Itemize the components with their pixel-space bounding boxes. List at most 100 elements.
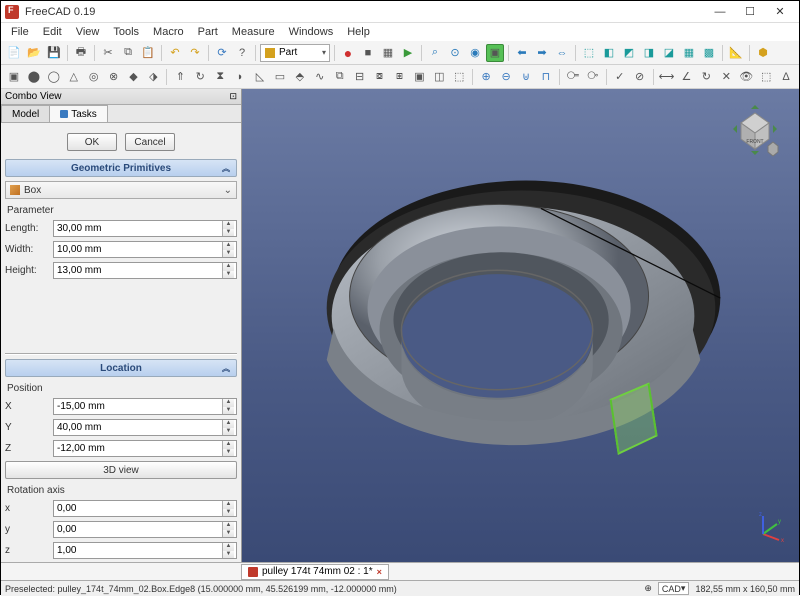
boolean-icon[interactable]: ⊕ bbox=[477, 68, 495, 86]
extrude-icon[interactable]: ⇑ bbox=[171, 68, 189, 86]
left-view-icon[interactable]: ▩ bbox=[700, 44, 718, 62]
loft-icon[interactable]: ⬘ bbox=[291, 68, 309, 86]
measure-angular-icon[interactable]: ∠ bbox=[678, 68, 696, 86]
ok-button[interactable]: OK bbox=[67, 133, 117, 151]
bounding-box-icon[interactable]: ▣ bbox=[486, 44, 504, 62]
print-icon[interactable]: 🖶 bbox=[72, 44, 90, 62]
tab-tasks[interactable]: Tasks bbox=[49, 105, 108, 122]
pos-y-input[interactable]: ▲▼ bbox=[53, 419, 237, 436]
menu-edit[interactable]: Edit bbox=[37, 26, 68, 38]
iso-view-icon[interactable]: ⬚ bbox=[580, 44, 598, 62]
nav-right-icon[interactable]: ➡ bbox=[533, 44, 551, 62]
measure-refresh-icon[interactable]: ↻ bbox=[697, 68, 715, 86]
menu-file[interactable]: File bbox=[5, 26, 35, 38]
measure-clear-icon[interactable]: ✕ bbox=[717, 68, 735, 86]
sphere-icon[interactable]: ◯ bbox=[45, 68, 63, 86]
right-view-icon[interactable]: ◨ bbox=[640, 44, 658, 62]
redo-icon[interactable]: ↷ bbox=[186, 44, 204, 62]
menu-help[interactable]: Help bbox=[341, 26, 376, 38]
front-view-icon[interactable]: ◧ bbox=[600, 44, 618, 62]
minimize-button[interactable]: — bbox=[705, 2, 735, 22]
paste-icon[interactable]: 📋 bbox=[139, 44, 157, 62]
whats-this-icon[interactable]: ? bbox=[233, 44, 251, 62]
split-icon[interactable]: ⧂ bbox=[584, 68, 602, 86]
macros-icon[interactable]: ▦ bbox=[379, 44, 397, 62]
menu-windows[interactable]: Windows bbox=[283, 26, 340, 38]
ruled-surface-icon[interactable]: ▭ bbox=[271, 68, 289, 86]
nav-style-label[interactable]: CAD ▾ bbox=[658, 582, 690, 595]
rot-y-input[interactable]: ▲▼ bbox=[53, 521, 237, 538]
fillet-icon[interactable]: ◗ bbox=[231, 68, 249, 86]
cancel-button[interactable]: Cancel bbox=[125, 133, 175, 151]
offset2d-icon[interactable]: ⧆ bbox=[391, 68, 409, 86]
save-icon[interactable]: 💾 bbox=[45, 44, 63, 62]
rot-x-input[interactable]: ▲▼ bbox=[53, 500, 237, 517]
section-location[interactable]: Location︽ bbox=[5, 359, 237, 377]
cube-icon[interactable]: ▣ bbox=[5, 68, 23, 86]
maximize-button[interactable]: ☐ bbox=[735, 2, 765, 22]
revolve-icon[interactable]: ↻ bbox=[191, 68, 209, 86]
close-button[interactable]: ✕ bbox=[765, 2, 795, 22]
common-icon[interactable]: ⊓ bbox=[537, 68, 555, 86]
mirror-icon[interactable]: ⧗ bbox=[211, 68, 229, 86]
offset3d-icon[interactable]: ⧇ bbox=[371, 68, 389, 86]
sweep-icon[interactable]: ∿ bbox=[311, 68, 329, 86]
pos-z-input[interactable]: ▲▼ bbox=[53, 440, 237, 457]
measure-linear-icon[interactable]: ⟷ bbox=[658, 68, 676, 86]
chamfer-icon[interactable]: ◺ bbox=[251, 68, 269, 86]
menu-view[interactable]: View bbox=[70, 26, 106, 38]
height-input[interactable]: ▲▼ bbox=[53, 262, 237, 279]
bottom-view-icon[interactable]: ▦ bbox=[680, 44, 698, 62]
open-file-icon[interactable]: 📂 bbox=[25, 44, 43, 62]
check-geom-icon[interactable]: ✓ bbox=[611, 68, 629, 86]
defeaturing-icon[interactable]: ⊘ bbox=[631, 68, 649, 86]
draw-style-icon[interactable]: ◉ bbox=[466, 44, 484, 62]
refresh-icon[interactable]: ⟳ bbox=[213, 44, 231, 62]
fit-all-icon[interactable]: ⌕ bbox=[426, 44, 444, 62]
3d-view-button[interactable]: 3D view bbox=[5, 461, 237, 479]
nav-left-icon[interactable]: ⬅ bbox=[513, 44, 531, 62]
new-file-icon[interactable]: 📄 bbox=[5, 44, 23, 62]
execute-macro-icon[interactable]: ▶ bbox=[399, 44, 417, 62]
menu-measure[interactable]: Measure bbox=[226, 26, 281, 38]
primitives-icon[interactable]: ◆ bbox=[125, 68, 143, 86]
close-document-icon[interactable]: × bbox=[377, 567, 382, 577]
fuse-icon[interactable]: ⊎ bbox=[517, 68, 535, 86]
width-input[interactable]: ▲▼ bbox=[53, 241, 237, 258]
cut-icon[interactable]: ✂ bbox=[99, 44, 117, 62]
part-icon[interactable]: ⬢ bbox=[754, 44, 772, 62]
menu-part[interactable]: Part bbox=[192, 26, 224, 38]
cut-bool-icon[interactable]: ⊖ bbox=[497, 68, 515, 86]
join-connect-icon[interactable]: ⧃ bbox=[564, 68, 582, 86]
tube-icon[interactable]: ⊗ bbox=[105, 68, 123, 86]
cross-sections-icon[interactable]: ⊟ bbox=[351, 68, 369, 86]
record-macro-icon[interactable]: ● bbox=[339, 44, 357, 62]
undo-icon[interactable]: ↶ bbox=[166, 44, 184, 62]
primitive-type-selector[interactable]: Box bbox=[5, 181, 237, 199]
menu-macro[interactable]: Macro bbox=[147, 26, 190, 38]
tab-model[interactable]: Model bbox=[1, 105, 50, 122]
measure-icon[interactable]: 📐 bbox=[727, 44, 745, 62]
fit-selection-icon[interactable]: ⊙ bbox=[446, 44, 464, 62]
menu-tools[interactable]: Tools bbox=[107, 26, 145, 38]
workbench-selector[interactable]: Part bbox=[260, 44, 330, 62]
measure-toggle-icon[interactable]: 👁 bbox=[737, 68, 755, 86]
navigation-cube[interactable]: FRONT bbox=[725, 99, 785, 159]
cylinder-icon[interactable]: ⬤ bbox=[25, 68, 43, 86]
combo-view-pin-icon[interactable]: ⊡ bbox=[229, 91, 237, 102]
link-nav-icon[interactable]: ⇔ bbox=[553, 44, 571, 62]
compound-icon[interactable]: ⬚ bbox=[450, 68, 468, 86]
projection-icon[interactable]: ◫ bbox=[430, 68, 448, 86]
section-geometric-primitives[interactable]: Geometric Primitives︽ bbox=[5, 159, 237, 177]
section-icon[interactable]: ⧉ bbox=[331, 68, 349, 86]
nav-style-icon[interactable]: ⊕ bbox=[644, 583, 652, 594]
length-input[interactable]: ▲▼ bbox=[53, 220, 237, 237]
cone-icon[interactable]: △ bbox=[65, 68, 83, 86]
document-tab[interactable]: pulley 174t 74mm 02 : 1* × bbox=[241, 564, 389, 580]
pos-x-input[interactable]: ▲▼ bbox=[53, 398, 237, 415]
rot-z-input[interactable]: ▲▼ bbox=[53, 542, 237, 559]
measure-delta-icon[interactable]: Δ bbox=[777, 68, 795, 86]
stop-macro-icon[interactable]: ■ bbox=[359, 44, 377, 62]
3d-viewport[interactable]: FRONT x y z bbox=[242, 89, 799, 562]
thickness-icon[interactable]: ▣ bbox=[410, 68, 428, 86]
